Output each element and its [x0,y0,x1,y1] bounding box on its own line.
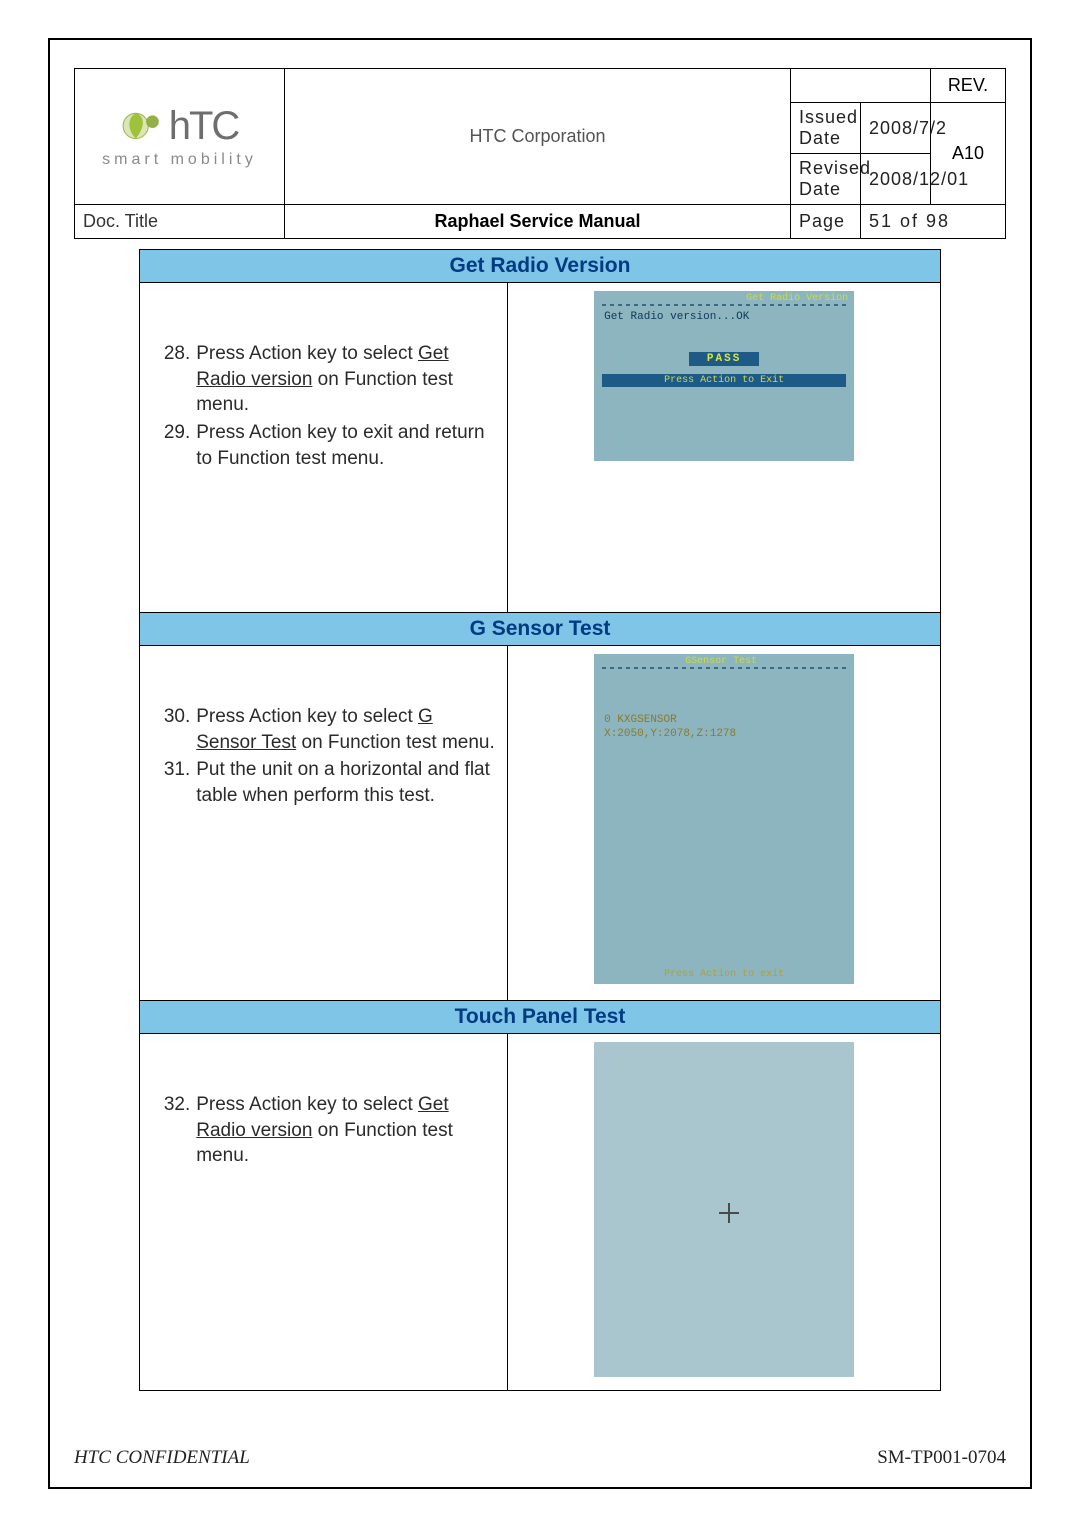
screenshot-touch [508,1034,940,1391]
section-header-gsensor: G Sensor Test [140,613,941,646]
step-29: 29. Press Action key to exit and return … [158,420,497,471]
section-header-touch: Touch Panel Test [140,1001,941,1034]
content-table: Get Radio Version 28. Press Action key t… [139,249,941,1391]
doc-title-value: Raphael Service Manual [285,205,791,239]
step-32: 32. Press Action key to select Get Radio… [158,1092,497,1169]
screenshot-radio: Get Radio Version Get Radio version...OK… [508,283,940,613]
revised-date-value: 2008/12/01 [861,154,931,205]
device-screen-gsensor: GSensor Test 0 KXGSENSOR X:2050,Y:2078,Z… [594,654,854,984]
doc-title-label: Doc. Title [75,205,285,239]
page-value: 51 of 98 [861,205,1006,239]
logo-tagline: smart mobility [102,151,257,169]
htc-leaf-icon [121,107,163,149]
document-number: SM-TP001-0704 [877,1447,1006,1469]
instructions-touch: 32. Press Action key to select Get Radio… [140,1034,508,1391]
section-header-radio: Get Radio Version [140,250,941,283]
page-frame: hTC smart mobility HTC Corporation REV. … [48,38,1032,1489]
revised-date-label: Revised Date [791,154,861,205]
screenshot-gsensor: GSensor Test 0 KXGSENSOR X:2050,Y:2078,Z… [508,646,940,1001]
rev-spacer [791,69,931,103]
issued-date-value: 2008/7/2 [861,103,931,154]
instructions-radio: 28. Press Action key to select Get Radio… [140,283,508,613]
crosshair-icon [719,1203,739,1223]
document-header: hTC smart mobility HTC Corporation REV. … [74,68,1006,239]
instructions-gsensor: 30. Press Action key to select G Sensor … [140,646,508,1001]
issued-date-label: Issued Date [791,103,861,154]
step-30: 30. Press Action key to select G Sensor … [158,704,497,755]
confidential-label: HTC CONFIDENTIAL [74,1447,250,1469]
device-screen-touch [594,1042,854,1377]
device-screen-radio: Get Radio Version Get Radio version...OK… [594,291,854,461]
rev-label: REV. [931,69,1006,103]
pass-badge: PASS [689,352,759,366]
step-28: 28. Press Action key to select Get Radio… [158,341,497,418]
logo-cell: hTC smart mobility [75,69,285,205]
logo-text: hTC [169,104,239,149]
step-31: 31. Put the unit on a horizontal and fla… [158,757,497,808]
page-footer: HTC CONFIDENTIAL SM-TP001-0704 [74,1447,1006,1469]
page-label: Page [791,205,861,239]
corporation-name: HTC Corporation [285,69,791,205]
